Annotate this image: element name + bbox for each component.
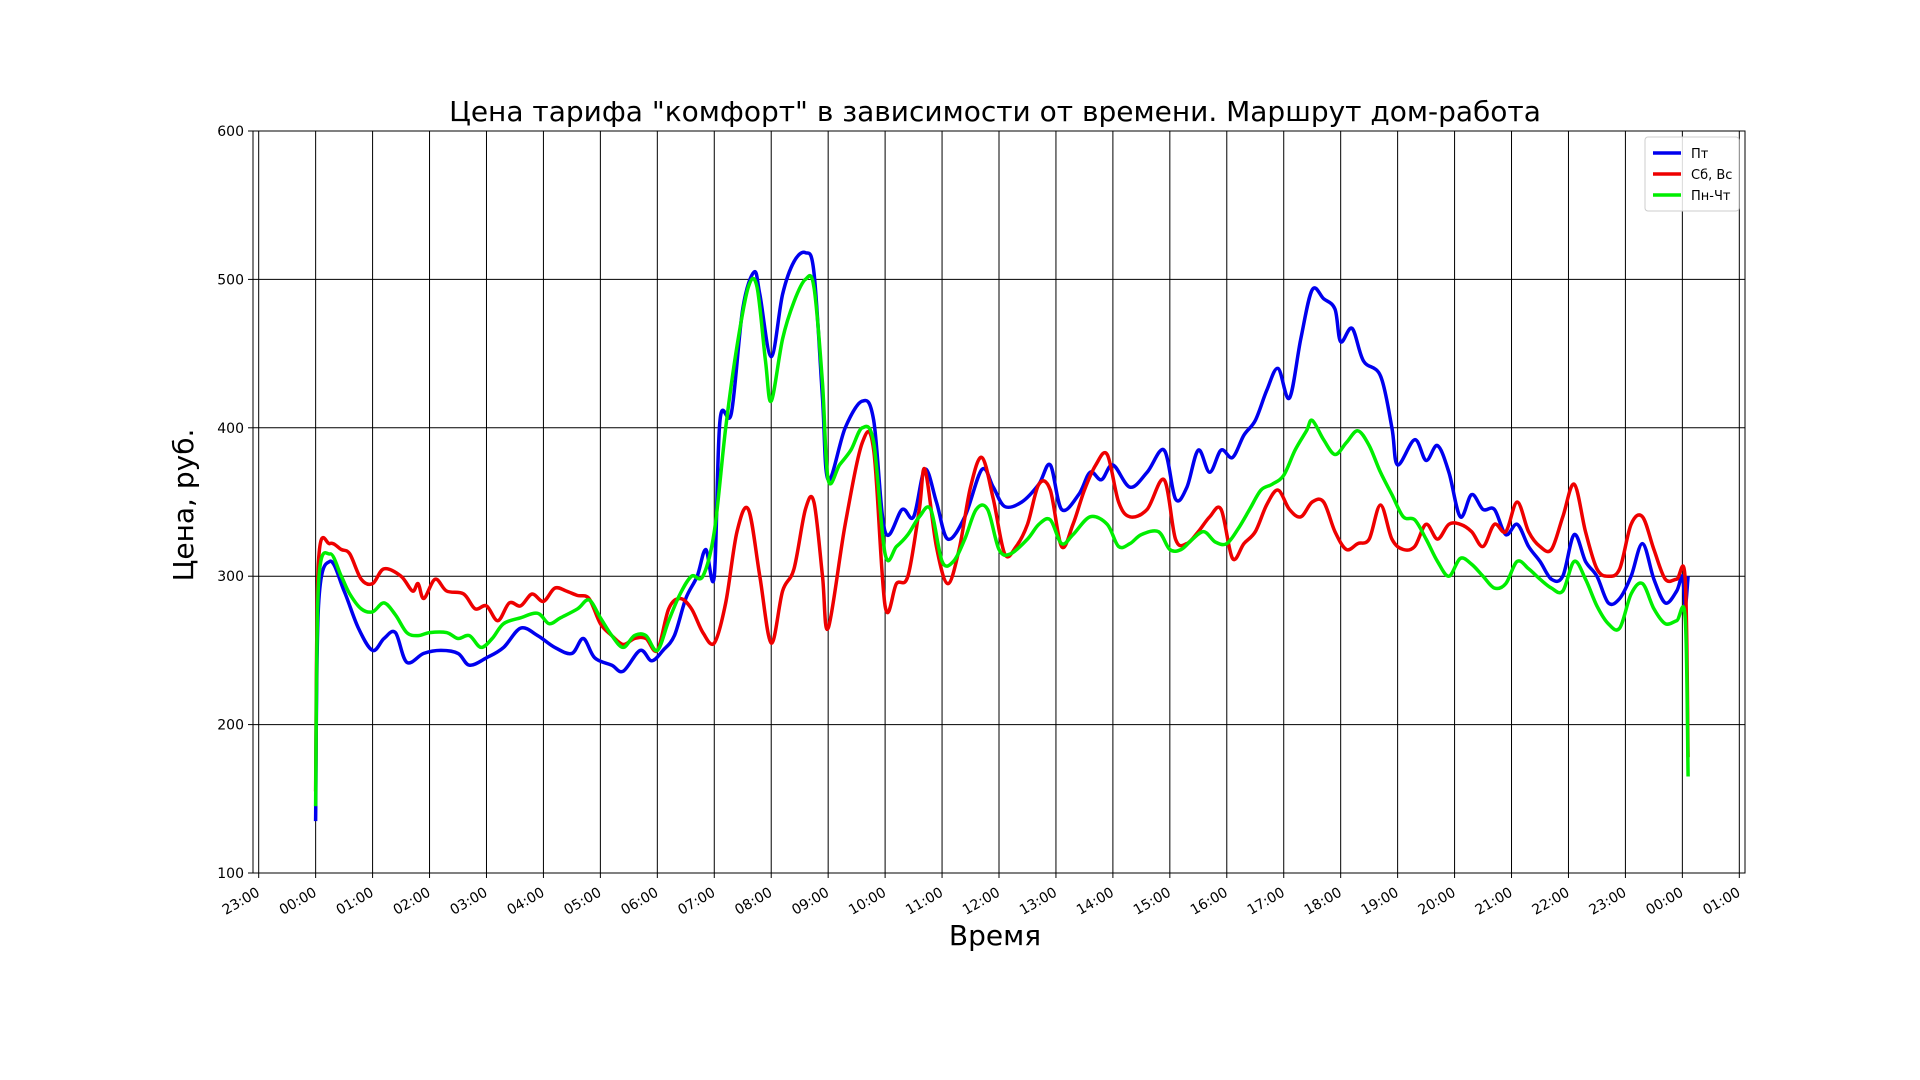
legend-label: Сб, Вс xyxy=(1691,168,1732,183)
series-line xyxy=(313,429,1690,792)
y-axis-ticks: 100 200 300 400 500 600 xyxy=(217,124,253,882)
y-axis-label: Цена, руб. xyxy=(167,429,200,582)
y-tick-label: 100 xyxy=(217,866,244,882)
y-tick-label: 300 xyxy=(217,569,244,585)
x-axis-label: Время xyxy=(949,919,1041,952)
legend-label: Пн-Чт xyxy=(1691,189,1731,204)
legend-box xyxy=(1644,136,1740,212)
legend-label: Пт xyxy=(1691,147,1709,162)
series-line xyxy=(313,250,1690,822)
y-tick-label: 400 xyxy=(217,421,244,437)
chart-title: Цена тарифа "комфорт" в зависимости от в… xyxy=(449,95,1541,128)
series-lines xyxy=(313,250,1690,822)
y-tick-label: 500 xyxy=(217,272,244,288)
y-tick-label: 200 xyxy=(217,718,244,734)
series-line xyxy=(313,273,1690,807)
legend: Пт Сб, Вс Пн-Чт xyxy=(1644,136,1740,212)
y-tick-label: 600 xyxy=(217,124,244,140)
